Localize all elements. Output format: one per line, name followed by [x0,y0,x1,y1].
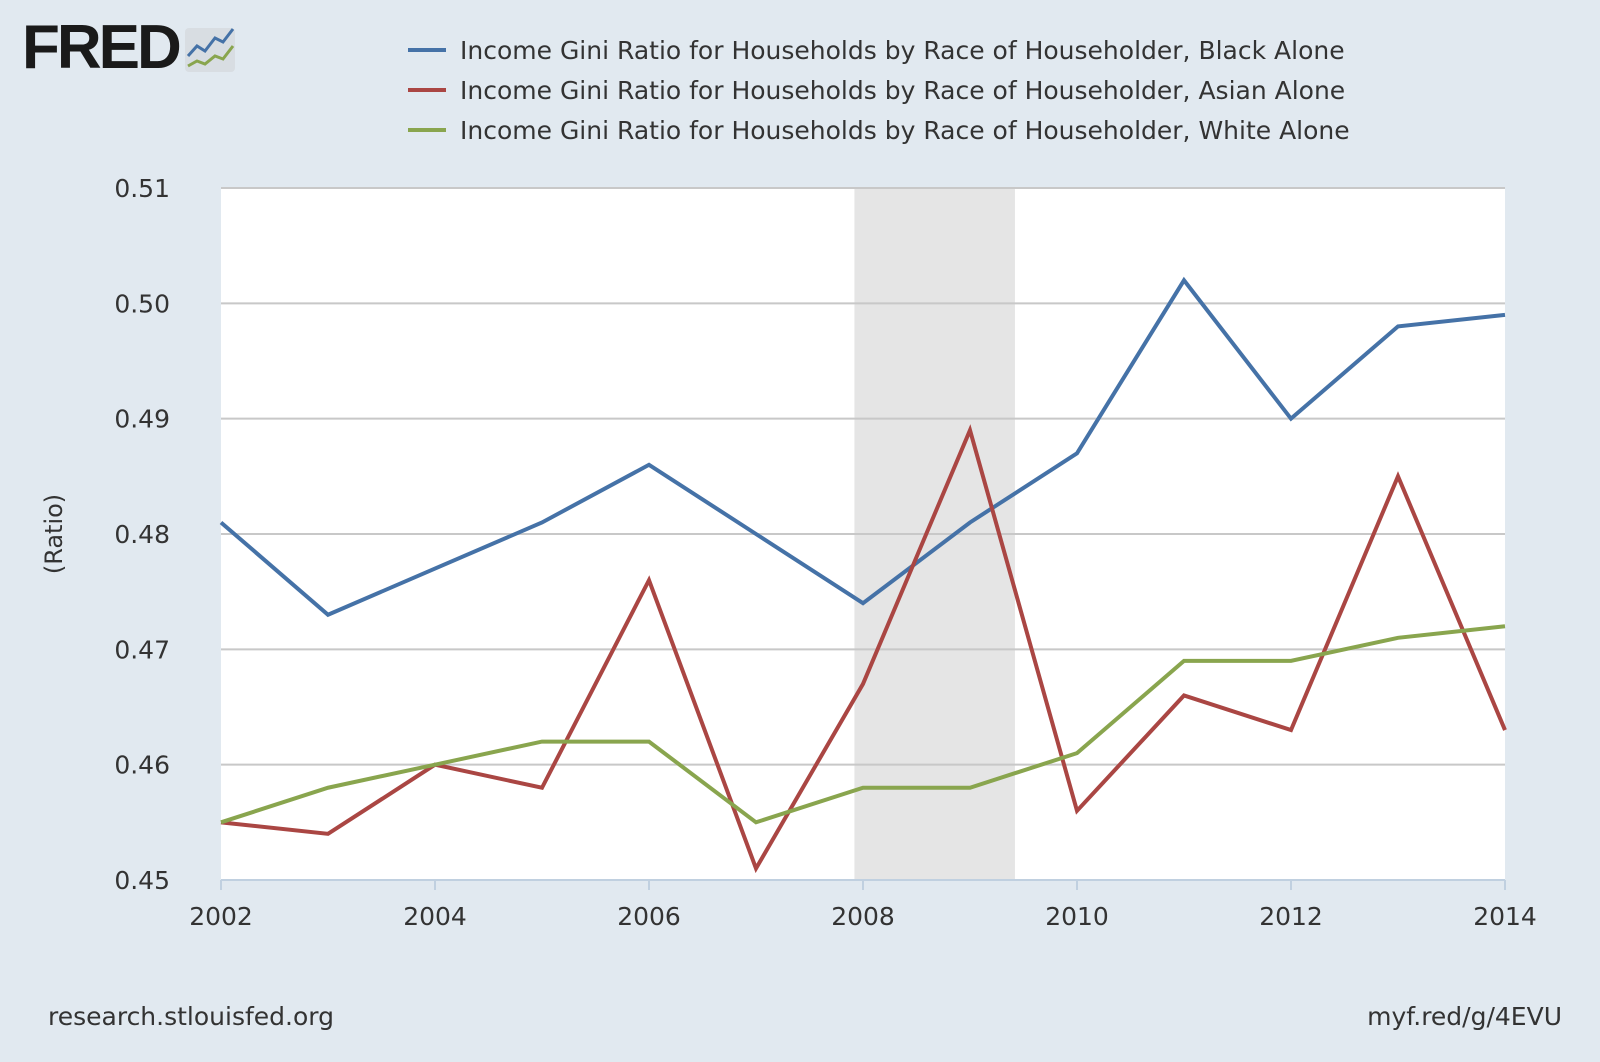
legend-label: Income Gini Ratio for Households by Race… [460,115,1350,145]
fred-logo: FRED [22,13,237,82]
x-tick-label: 2008 [831,902,895,931]
y-tick-label: 0.49 [114,405,170,434]
line-chart: 0.45 0.46 0.47 0.48 0.49 0.50 0.51 2002 2004 2006… [40,174,1537,931]
y-tick-label: 0.46 [114,751,170,780]
legend-label: Income Gini Ratio for Households by Race… [460,35,1345,65]
x-tick-label: 2002 [189,902,253,931]
legend: Income Gini Ratio for Households by Race… [408,30,1350,150]
legend-label: Income Gini Ratio for Households by Race… [460,75,1346,105]
y-tick-label: 0.50 [114,289,170,318]
y-tick-label: 0.51 [114,174,170,203]
legend-item-black: Income Gini Ratio for Households by Race… [408,30,1350,70]
short-link[interactable]: myf.red/g/4EVU [1367,1002,1562,1031]
logo-text: FRED [22,13,182,82]
legend-item-white: Income Gini Ratio for Households by Race… [408,110,1350,150]
legend-item-asian: Income Gini Ratio for Households by Race… [408,70,1350,110]
y-tick-label: 0.47 [114,635,170,664]
x-tick-label: 2012 [1259,902,1323,931]
chart-logo-icon [184,28,235,72]
series-line-2 [220,624,1506,825]
series-line-0 [219,276,1506,618]
y-tick-label: 0.45 [114,866,170,895]
y-axis-label: (Ratio) [40,494,68,574]
x-tick-label: 2010 [1045,902,1109,931]
y-tick-label: 0.48 [114,520,170,549]
x-tick-label: 2006 [617,902,681,931]
x-tick-label: 2004 [403,902,467,931]
source-url[interactable]: research.stlouisfed.org [48,1002,334,1031]
x-tick-label: 2014 [1473,902,1537,931]
